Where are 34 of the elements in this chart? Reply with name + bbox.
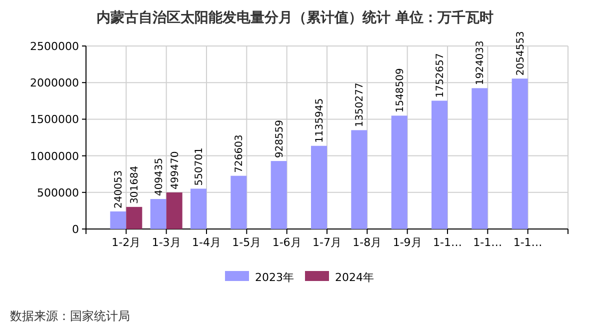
data-label: 2054553 (515, 31, 526, 76)
y-tick-label: 2500000 (30, 40, 79, 53)
legend-label: 2023年 (255, 271, 294, 284)
x-tick-label: 1-1… (513, 236, 542, 249)
data-label: 726603 (234, 134, 246, 173)
source-note: 数据来源：国家统计局 (10, 309, 130, 323)
y-tick-label: 0 (72, 223, 79, 236)
y-tick-label: 1500000 (30, 113, 79, 126)
y-tick-label: 1000000 (30, 150, 79, 163)
x-tick-label: 1-5月 (232, 236, 262, 249)
data-label: 240053 (114, 170, 125, 208)
legend-label: 2024年 (335, 271, 374, 284)
data-label: 1350277 (354, 82, 366, 128)
data-label: 409435 (154, 158, 165, 196)
y-tick-label: 500000 (37, 186, 79, 200)
x-tick-label: 1-1… (433, 236, 462, 249)
x-tick-label: 1-7月 (312, 236, 342, 249)
x-tick-label: 1-1… (473, 236, 502, 249)
x-tick-label: 1-8月 (352, 236, 382, 249)
data-label: 1548509 (394, 68, 406, 113)
x-tick-label: 1-3月 (152, 236, 181, 249)
data-label: 1752657 (435, 53, 446, 98)
x-tick-label: 1-6月 (272, 236, 302, 249)
data-label: 499470 (170, 151, 181, 190)
y-tick-label: 2000000 (30, 76, 79, 90)
data-label: 928559 (274, 120, 286, 158)
data-label: 550701 (194, 148, 205, 186)
x-tick-label: 1-9月 (392, 236, 422, 249)
chart-title: 内蒙古自治区太阳能发电量分月（累计值）统计 单位：万千瓦时 (96, 9, 494, 26)
data-label: 301684 (130, 166, 141, 204)
data-label: 1135945 (314, 98, 326, 143)
data-label: 1924033 (475, 40, 486, 86)
x-tick-label: 1-2月 (112, 236, 141, 249)
x-tick-label: 1-4月 (192, 236, 221, 249)
